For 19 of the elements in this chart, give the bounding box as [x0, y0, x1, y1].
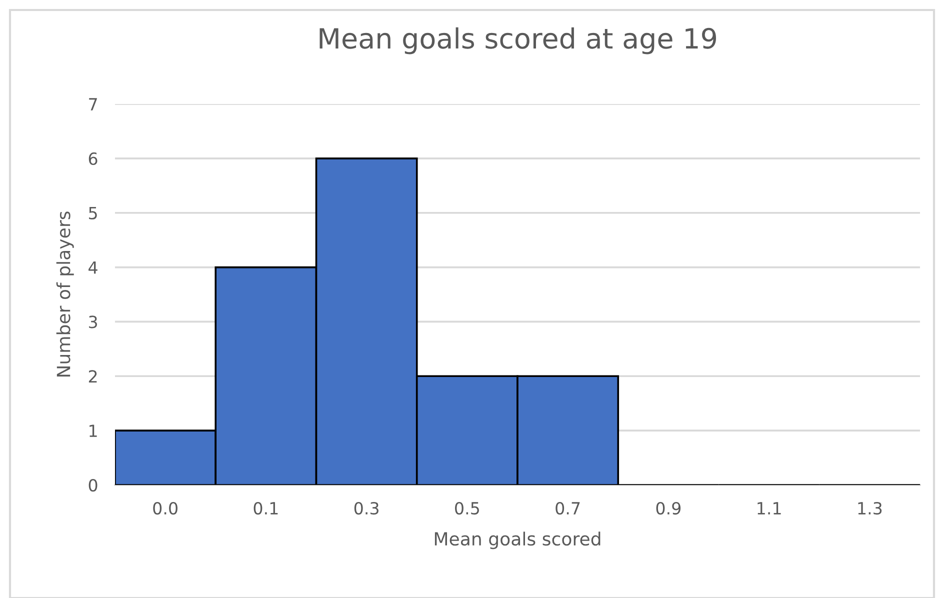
chart-title: Mean goals scored at age 19	[320, 27, 716, 54]
y-tick-label: 6	[88, 152, 98, 165]
x-tick-label: 0.3	[354, 502, 378, 515]
y-axis-title: Number of players	[56, 212, 74, 377]
x-tick-label: 0.0	[153, 502, 178, 515]
y-tick-label: 3	[89, 316, 97, 328]
x-tick-label: 0.9	[656, 502, 681, 515]
y-tick-label: 7	[89, 98, 97, 110]
x-tick-label: 0.1	[254, 502, 278, 515]
y-tick-label: 4	[88, 261, 98, 274]
x-tick-label: 0.5	[455, 502, 479, 515]
x-tick-label: 0.7	[556, 502, 580, 515]
x-tick-label: 1.1	[758, 502, 781, 514]
x-axis-title: Mean goals scored	[434, 532, 600, 550]
y-tick-label: 1	[90, 424, 97, 437]
x-tick-label: 1.3	[858, 502, 882, 515]
y-tick-label: 0	[88, 478, 98, 492]
y-tick-label: 5	[89, 207, 97, 220]
y-tick-label: 2	[88, 370, 97, 382]
